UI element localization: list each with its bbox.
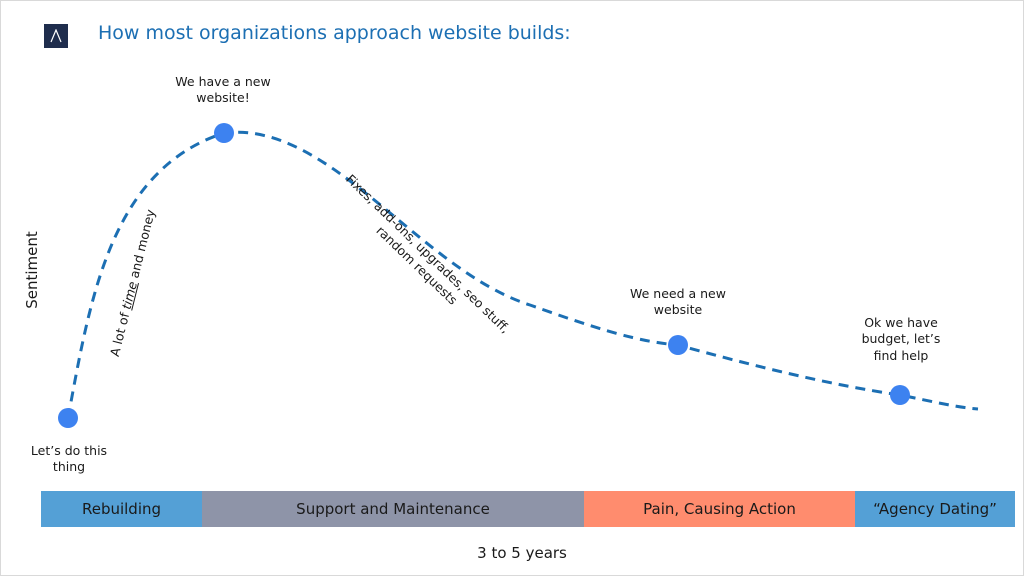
milestone-point-start <box>58 408 78 428</box>
sentiment-curve <box>66 130 979 419</box>
milestone-label-start: Let’s do this thing <box>30 443 108 475</box>
logo-a-icon <box>50 29 62 43</box>
slide-title: How most organizations approach website … <box>98 22 571 44</box>
phase-support-maintenance: Support and Maintenance <box>202 491 584 527</box>
milestone-point-peak <box>214 123 234 143</box>
phase-pain-causing-action: Pain, Causing Action <box>584 491 855 527</box>
milestone-point-budget <box>890 385 910 405</box>
milestone-label-peak: We have a new website! <box>175 74 271 106</box>
logo <box>44 24 68 48</box>
milestone-label-need: We need a new website <box>630 286 726 318</box>
phase-rebuilding: Rebuilding <box>41 491 202 527</box>
milestone-label-budget: Ok we have budget, let’s find help <box>861 315 941 363</box>
milestone-point-need <box>668 335 688 355</box>
phase-agency-dating: “Agency Dating” <box>855 491 1015 527</box>
x-axis-label: 3 to 5 years <box>477 544 567 562</box>
phase-bar: Rebuilding Support and Maintenance Pain,… <box>41 491 1015 527</box>
